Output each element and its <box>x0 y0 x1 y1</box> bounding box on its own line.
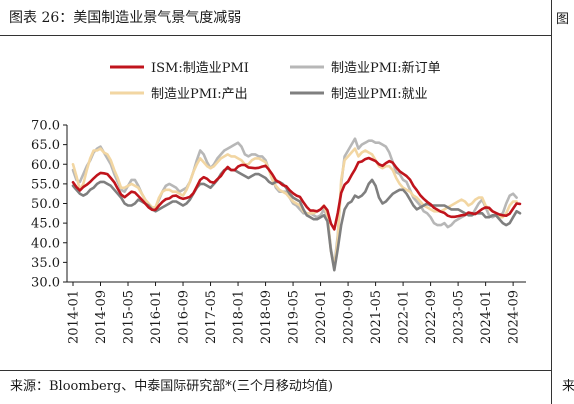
legend-label-new-orders: 制造业PMI:新订单 <box>331 60 441 76</box>
x-tick-label: 2021-05 <box>369 290 384 344</box>
x-tick-label: 2020-09 <box>342 290 357 344</box>
header-bar: 图表 26：美国制造业景气景气度减弱 <box>0 0 574 34</box>
x-tick-label: 2014-09 <box>94 290 109 344</box>
series-line-production <box>71 147 518 270</box>
series-line-employment <box>71 166 522 272</box>
chart-title: 图表 26：美国制造业景气景气度减弱 <box>9 10 242 26</box>
y-tick-label: 30.0 <box>31 276 60 291</box>
x-tick-label: 2016-01 <box>149 290 164 344</box>
x-tick-label: 2018-01 <box>232 290 247 344</box>
x-tick-label: 2023-05 <box>452 290 467 344</box>
adjacent-column-footer: 来 <box>562 379 574 394</box>
chart-axes: 70.0 65.0 60.0 55.0 50.0 45.0 40.0 35.0 30.0 2014… <box>31 119 526 344</box>
adjacent-column-header: 图 <box>556 12 570 27</box>
x-tick-label: 2015-05 <box>122 290 137 344</box>
header-rule <box>0 35 551 36</box>
y-tick-label: 60.0 <box>31 158 60 173</box>
x-tick-label: 2016-09 <box>177 290 192 344</box>
column-divider <box>551 0 552 404</box>
y-tick-label: 65.0 <box>31 138 60 153</box>
x-tick-label: 2017-05 <box>204 290 219 344</box>
x-tick-label: 2024-09 <box>507 290 522 344</box>
y-tick-label: 50.0 <box>31 197 60 212</box>
legend-label-ism: ISM:制造业PMI <box>151 61 249 76</box>
y-tick-label: 55.0 <box>31 177 60 192</box>
y-tick-label: 40.0 <box>31 236 60 251</box>
y-tick-label: 35.0 <box>31 256 60 271</box>
x-tick-label: 2022-09 <box>424 290 439 344</box>
x-tick-label: 2020-01 <box>314 290 329 344</box>
chart-series <box>71 137 522 272</box>
x-tick-label: 2019-05 <box>287 290 302 344</box>
x-tick-label: 2024-01 <box>479 290 494 344</box>
legend-label-production: 制造业PMI:产出 <box>151 87 248 102</box>
chart-legend: ISM:制造业PMI 制造业PMI:新订单 制造业PMI:产出 制造业PMI:就… <box>110 60 441 102</box>
y-tick-label: 45.0 <box>31 217 60 232</box>
x-tick-label: 2014-01 <box>67 290 82 344</box>
series-line-ism <box>71 156 522 231</box>
source-note: 来源：Bloomberg、中泰国际研究部*(三个月移动均值) <box>10 379 333 394</box>
legend-label-employment: 制造业PMI:就业 <box>331 87 428 102</box>
y-tick-label: 70.0 <box>31 119 60 134</box>
x-tick-label: 2018-09 <box>259 290 274 344</box>
footer-rule <box>0 370 551 371</box>
x-tick-label: 2022-01 <box>397 290 412 344</box>
